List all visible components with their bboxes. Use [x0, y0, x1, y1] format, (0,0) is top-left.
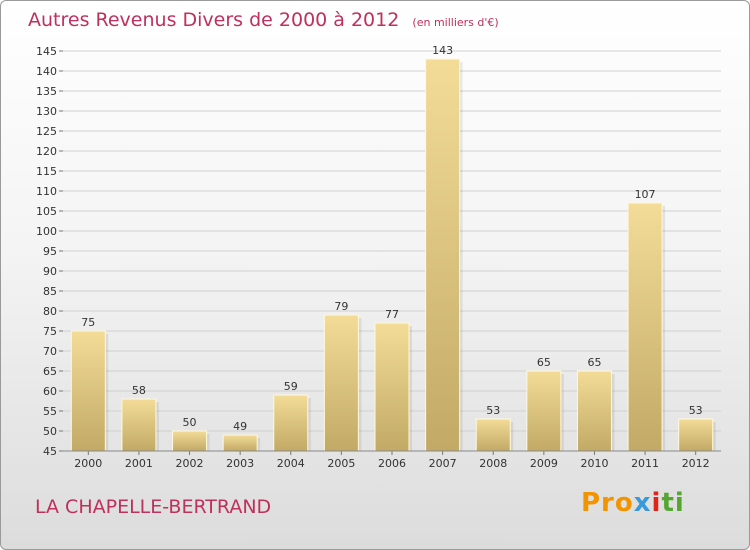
y-tick-label: 140 — [36, 65, 57, 78]
data-label: 65 — [587, 356, 601, 369]
bar — [172, 430, 208, 452]
x-axis-tick-labels: 2000 2001 2002 2003 2004 2005 2006 2007 2008 2009… — [74, 451, 710, 470]
chart-subtitle: (en milliers d'€) — [412, 16, 499, 29]
x-tick-label: 2001 — [125, 457, 153, 470]
data-label: 75 — [81, 316, 95, 329]
y-tick-label: 70 — [43, 345, 57, 358]
data-label: 53 — [486, 404, 500, 417]
data-label: 107 — [635, 188, 656, 201]
y-axis-tick-labels: 45 50 55 60 65 70 75 80 85 90 95 100 105 110 115 120 125… — [36, 45, 57, 458]
bar — [374, 322, 410, 452]
bar — [475, 418, 511, 452]
x-tick-label: 2010 — [580, 457, 608, 470]
bar — [425, 58, 461, 452]
data-label: 53 — [689, 404, 703, 417]
bar — [627, 202, 663, 452]
y-tick-label: 125 — [36, 125, 57, 138]
y-tick-label: 115 — [36, 165, 57, 178]
data-labels: 75 58 50 49 59 79 77 143 53 65 65 107 53 — [81, 44, 702, 433]
y-tick-label: 135 — [36, 85, 57, 98]
y-tick-label: 55 — [43, 405, 57, 418]
chart-title: Autres Revenus Divers de 2000 à 2012 — [28, 9, 400, 31]
y-tick-label: 90 — [43, 265, 57, 278]
x-tick-label: 2007 — [429, 457, 457, 470]
y-tick-label: 50 — [43, 425, 57, 438]
y-tick-label: 100 — [36, 225, 57, 238]
y-tick-label: 120 — [36, 145, 57, 158]
data-label: 58 — [132, 384, 146, 397]
data-label: 49 — [233, 420, 247, 433]
x-tick-label: 2004 — [277, 457, 305, 470]
y-tick-label: 65 — [43, 365, 57, 378]
x-tick-label: 2006 — [378, 457, 406, 470]
x-tick-label: 2005 — [327, 457, 355, 470]
y-tick-label: 60 — [43, 385, 57, 398]
bar — [526, 370, 562, 452]
y-tick-label: 105 — [36, 205, 57, 218]
bar — [70, 330, 106, 452]
logo-part-4: ti — [661, 488, 685, 518]
data-label: 143 — [432, 44, 453, 57]
bar — [121, 398, 157, 452]
bar — [678, 418, 714, 452]
logo-part-1: Pro — [581, 488, 634, 518]
y-tick-label: 145 — [36, 45, 57, 58]
data-label: 59 — [284, 380, 298, 393]
x-tick-label: 2008 — [479, 457, 507, 470]
logo-part-2: x — [633, 488, 652, 518]
proxiti-logo: Proxiti — [581, 488, 685, 518]
x-tick-label: 2011 — [631, 457, 659, 470]
data-label: 65 — [537, 356, 551, 369]
y-tick-label: 110 — [36, 185, 57, 198]
title-row: Autres Revenus Divers de 2000 à 2012 (en… — [28, 9, 499, 31]
bar — [222, 434, 258, 452]
data-label: 79 — [334, 300, 348, 313]
y-tick-label: 95 — [43, 245, 57, 258]
data-label: 77 — [385, 308, 399, 321]
bar — [323, 314, 359, 452]
data-label: 50 — [183, 416, 197, 429]
x-tick-label: 2009 — [530, 457, 558, 470]
logo-part-3: i — [651, 488, 662, 518]
x-tick-label: 2000 — [74, 457, 102, 470]
x-tick-label: 2003 — [226, 457, 254, 470]
x-tick-label: 2012 — [682, 457, 710, 470]
y-tick-label: 45 — [43, 445, 57, 458]
bars — [70, 58, 716, 452]
y-tick-label: 75 — [43, 325, 57, 338]
bar — [576, 370, 612, 452]
y-tick-label: 130 — [36, 105, 57, 118]
place-name: LA CHAPELLE-BERTRAND — [35, 496, 272, 518]
x-tick-label: 2002 — [176, 457, 204, 470]
y-tick-label: 80 — [43, 305, 57, 318]
bar — [273, 394, 309, 452]
y-tick-label: 85 — [43, 285, 57, 298]
